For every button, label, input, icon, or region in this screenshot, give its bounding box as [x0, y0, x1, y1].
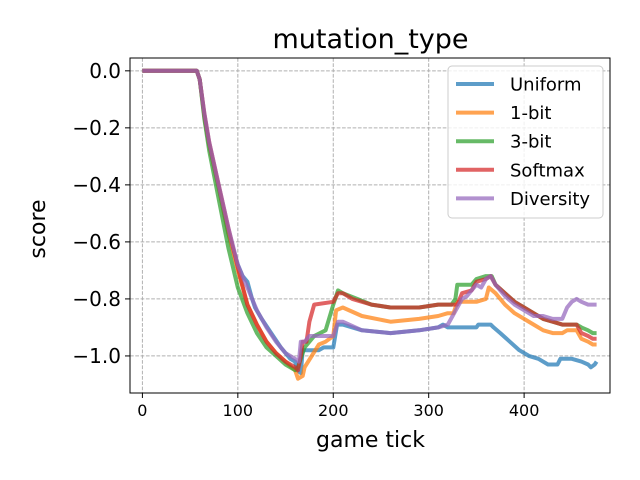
- y-tick-label: −0.6: [72, 230, 121, 254]
- axis-ticks: 0 100 200 300 400 0.0 −0.2 −0.4 −0.6 −0.8 −1.0: [72, 59, 539, 420]
- legend-box: [447, 65, 604, 219]
- legend-label-softmax: Softmax: [510, 160, 585, 181]
- chart-title: mutation_type: [272, 24, 468, 55]
- y-tick-label: −0.8: [72, 287, 121, 311]
- series-line-diversity: [142, 68, 597, 364]
- legend: Uniform 1-bit 3-bit Softmax Diversity: [447, 65, 604, 219]
- y-tick-label: −0.4: [72, 173, 121, 197]
- x-tick-label: 100: [223, 401, 254, 420]
- y-tick-label: −0.2: [72, 116, 121, 140]
- x-tick-label: 0: [137, 401, 147, 420]
- x-tick-label: 400: [509, 401, 540, 420]
- x-tick-label: 300: [413, 401, 444, 420]
- legend-label-1-bit: 1-bit: [510, 103, 551, 124]
- legend-label-3-bit: 3-bit: [510, 132, 551, 153]
- x-tick-label: 200: [318, 401, 349, 420]
- x-axis-label: game tick: [316, 428, 425, 453]
- y-tick-label: 0.0: [89, 59, 121, 83]
- legend-label-uniform: Uniform: [510, 75, 582, 96]
- y-tick-label: −1.0: [72, 344, 121, 368]
- y-axis-label: score: [26, 199, 51, 258]
- legend-label-diversity: Diversity: [510, 189, 590, 210]
- plot-frame: [129, 57, 611, 394]
- plot-lines: [142, 68, 599, 381]
